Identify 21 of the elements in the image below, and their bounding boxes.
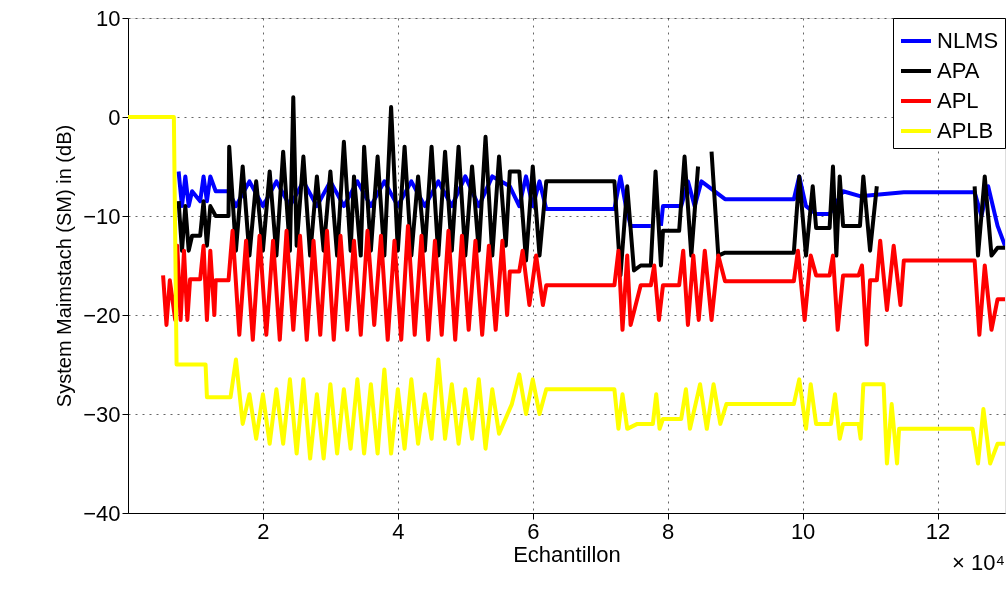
y-tick-label: −30 <box>83 401 121 427</box>
legend-label: APLB <box>937 118 994 143</box>
line-series <box>128 115 1005 466</box>
legend-label: APL <box>937 88 979 113</box>
y-tick-label: −20 <box>83 302 121 328</box>
y-tick-label: −40 <box>83 500 121 526</box>
x-tick-label: 4 <box>392 518 405 544</box>
x-tick-label: 2 <box>257 518 270 544</box>
x-tick-label: 6 <box>527 518 540 544</box>
y-axis-title: System Maimstach (SM) in (dB) <box>53 124 76 408</box>
x-axis-title: Echantillon <box>513 541 621 567</box>
x-tick-label: 8 <box>662 518 675 544</box>
text: × 10⁴ <box>952 550 1005 575</box>
y-tick-label: 10 <box>96 5 121 31</box>
y-tick-label: 0 <box>108 104 121 130</box>
line-series <box>161 223 1005 347</box>
x-tick-label: 12 <box>925 518 951 544</box>
legend-label: APA <box>937 58 980 83</box>
legend-label: NLMS <box>937 28 999 53</box>
y-tick-label: −10 <box>83 203 121 229</box>
x-tick-label: 10 <box>790 518 816 544</box>
